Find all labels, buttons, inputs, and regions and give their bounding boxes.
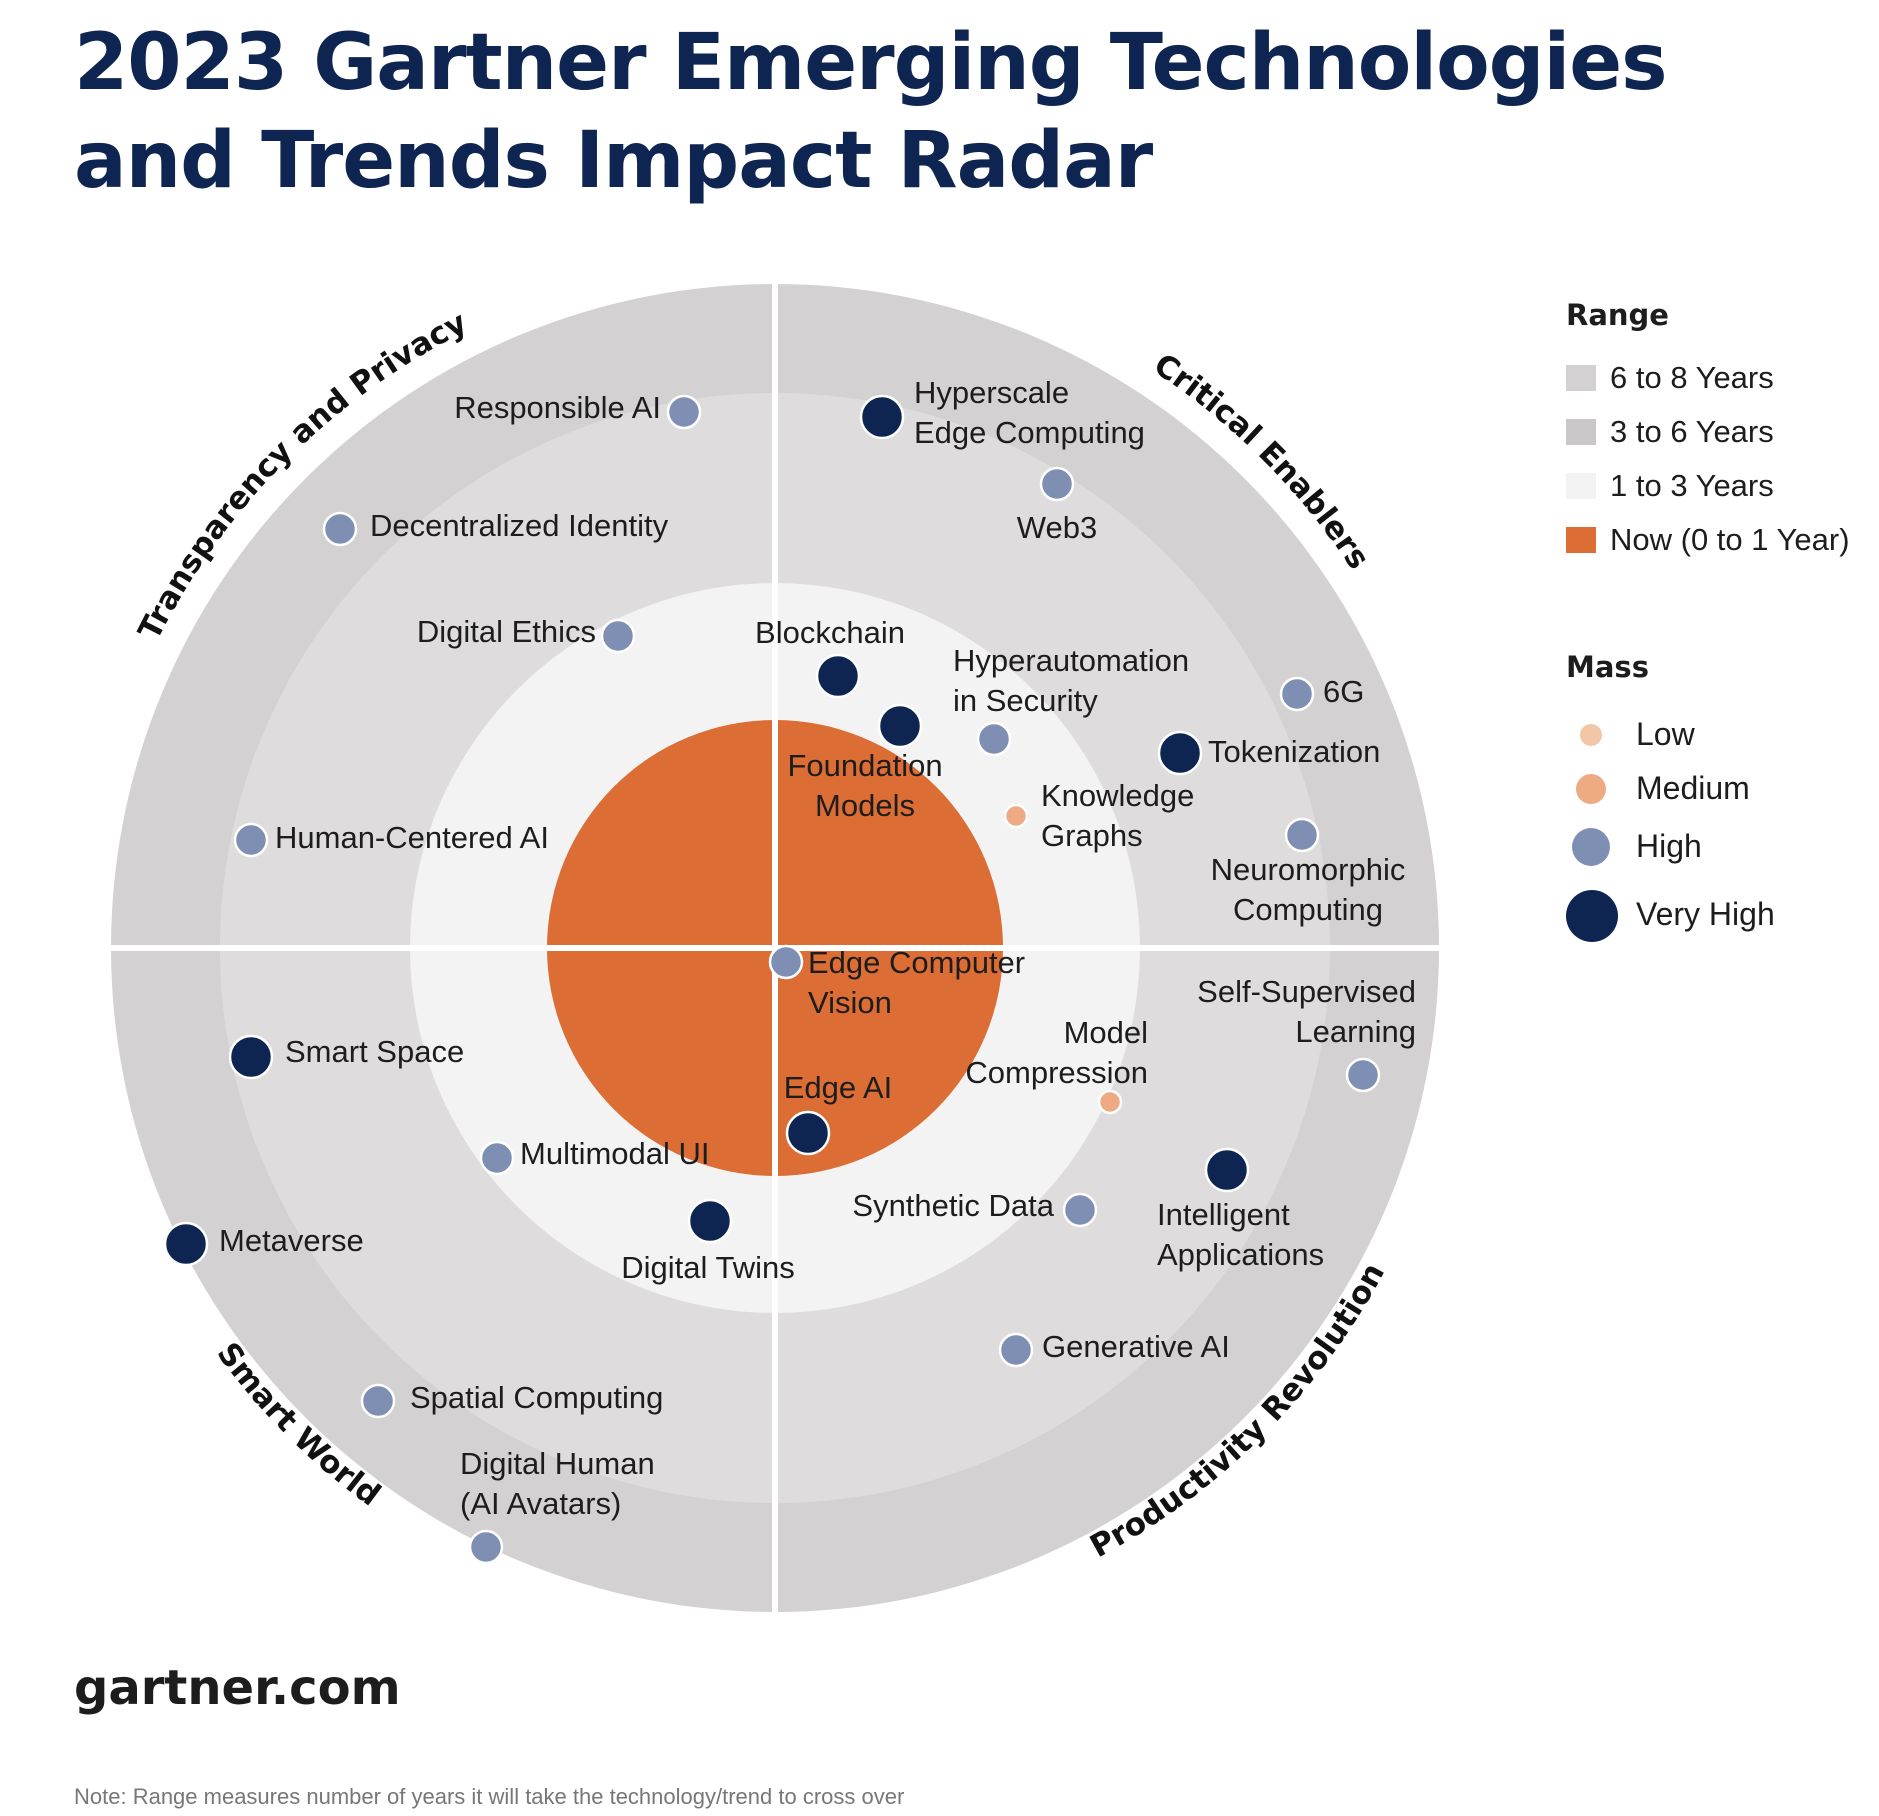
knowledge-graphs-label: Knowledge Graphs	[1041, 778, 1194, 853]
knowledge-graphs-dot	[1003, 803, 1029, 829]
metaverse-dot	[163, 1221, 209, 1267]
neuromorphic-computing-dot	[1284, 817, 1320, 853]
range-swatch	[1566, 527, 1596, 553]
self-supervised-learning-label: Self-Supervised Learning	[1197, 974, 1416, 1049]
edge-ai-dot	[785, 1110, 831, 1156]
range-swatch	[1566, 473, 1596, 499]
synthetic-data-label: Synthetic Data	[852, 1188, 1054, 1223]
foundation-models-label: Foundation Models	[787, 748, 942, 823]
page-title: 2023 Gartner Emerging Technologies and T…	[74, 14, 1794, 210]
hyperautomation-in-security-label: Hyperautomation in Security	[953, 643, 1189, 718]
quadrant-divider-horizontal	[109, 945, 1441, 951]
legend-mass-item: Low	[1566, 712, 1866, 762]
digital-ethics-label: Digital Ethics	[417, 614, 596, 649]
title-line-1: 2023 Gartner Emerging Technologies	[74, 18, 1668, 108]
digital-twins-label: Digital Twins	[621, 1250, 794, 1285]
legend-range-label: 6 to 8 Years	[1610, 360, 1774, 395]
legend-mass-label: Very High	[1636, 896, 1775, 932]
intelligent-applications-dot	[1204, 1147, 1250, 1193]
decentralized-identity-dot	[322, 511, 358, 547]
mass-medium-icon	[1576, 774, 1606, 804]
legend-range-label: Now (0 to 1 Year)	[1610, 522, 1850, 557]
web3-label: Web3	[1017, 510, 1097, 545]
spatial-computing-dot	[360, 1383, 396, 1419]
title-line-2: and Trends Impact Radar	[74, 116, 1153, 206]
digital-ethics-dot	[600, 618, 636, 654]
synthetic-data-dot	[1062, 1192, 1098, 1228]
human-centered-ai-dot	[233, 822, 269, 858]
mass-high-icon	[1572, 828, 1610, 866]
smart-space-label: Smart Space	[285, 1034, 464, 1069]
foundation-models-dot	[877, 703, 923, 749]
legend-mass-item: Medium	[1566, 766, 1866, 816]
legend-range-label: 3 to 6 Years	[1610, 414, 1774, 449]
6g-label: 6G	[1323, 674, 1364, 709]
responsible-ai-label: Responsible AI	[454, 390, 661, 425]
hyperscale-edge-computing-label: Hyperscale Edge Computing	[914, 375, 1145, 450]
digital-human-ai-avatars-label: Digital Human (AI Avatars)	[460, 1446, 655, 1521]
digital-human-ai-avatars-dot	[468, 1529, 504, 1565]
legend-mass-label: Medium	[1636, 770, 1750, 806]
legend-mass-title: Mass	[1566, 650, 1649, 684]
model-compression-dot	[1097, 1089, 1123, 1115]
human-centered-ai-label: Human-Centered AI	[275, 820, 549, 855]
legend-range-title: Range	[1566, 298, 1669, 332]
self-supervised-learning-dot	[1345, 1057, 1381, 1093]
neuromorphic-computing-label: Neuromorphic Computing	[1211, 852, 1406, 927]
blockchain-label: Blockchain	[755, 615, 905, 650]
edge-computer-vision-dot	[768, 944, 804, 980]
intelligent-applications-label: Intelligent Applications	[1157, 1197, 1324, 1272]
model-compression-label: Model Compression	[965, 1015, 1148, 1090]
responsible-ai-dot	[666, 394, 702, 430]
tokenization-dot	[1157, 730, 1203, 776]
digital-twins-dot	[687, 1198, 733, 1244]
legend-range-label: 1 to 3 Years	[1610, 468, 1774, 503]
hyperautomation-in-security-dot	[976, 721, 1012, 757]
blockchain-dot	[815, 653, 861, 699]
footer-site: gartner.com	[74, 1660, 401, 1716]
edge-ai-label: Edge AI	[784, 1070, 893, 1105]
tokenization-label: Tokenization	[1208, 734, 1380, 769]
hyperscale-edge-computing-dot	[859, 394, 905, 440]
legend-mass-label: Low	[1636, 716, 1695, 752]
metaverse-label: Metaverse	[219, 1223, 364, 1258]
legend-mass-label: High	[1636, 828, 1702, 864]
multimodal-ui-label: Multimodal UI	[520, 1136, 710, 1171]
6g-dot	[1279, 676, 1315, 712]
generative-ai-label: Generative AI	[1042, 1329, 1230, 1364]
multimodal-ui-dot	[479, 1140, 515, 1176]
mass-very-high-icon	[1566, 890, 1618, 942]
legend-mass-item: Very High	[1566, 890, 1866, 942]
decentralized-identity-label: Decentralized Identity	[370, 508, 669, 543]
smart-space-dot	[228, 1034, 274, 1080]
edge-computer-vision-label: Edge Computer Vision	[808, 945, 1025, 1020]
footer-note: Note: Range measures number of years it …	[74, 1784, 905, 1809]
spatial-computing-label: Spatial Computing	[410, 1380, 663, 1415]
generative-ai-dot	[998, 1332, 1034, 1368]
mass-low-icon	[1580, 724, 1602, 746]
web3-dot	[1039, 466, 1075, 502]
range-swatch	[1566, 365, 1596, 391]
range-swatch	[1566, 419, 1596, 445]
legend-mass-item: High	[1566, 824, 1866, 874]
